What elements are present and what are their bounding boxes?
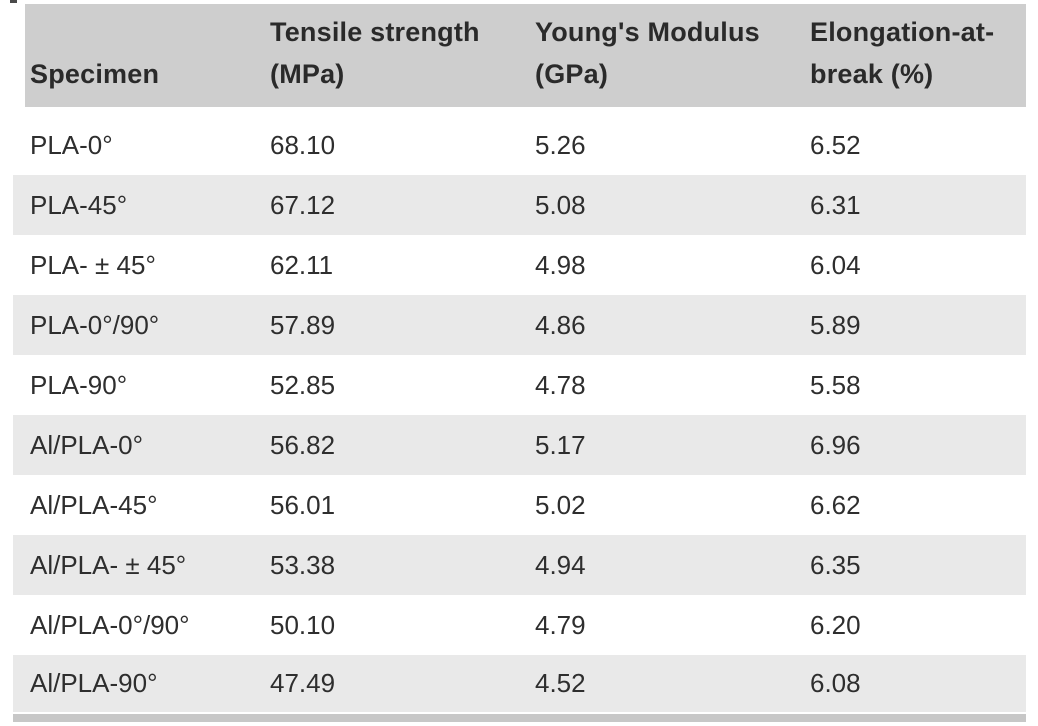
cell-specimen: PLA-0°/90° xyxy=(30,309,160,340)
cell-specimen: Al/PLA-0°/90° xyxy=(30,609,190,640)
cell-elongation-at-break: 6.20 xyxy=(810,609,861,640)
header-cell-elongation-at-break: Elongation-at- break (%) xyxy=(810,11,1026,95)
cell-elongation-at-break: 6.08 xyxy=(810,668,861,698)
cell-elongation-at-break: 5.58 xyxy=(810,369,861,400)
table-header-row: Specimen Tensile strength (MPa) Young's … xyxy=(13,4,1026,107)
table-row: Al/PLA-0° 56.82 5.17 6.96 xyxy=(13,415,1026,475)
cell-specimen: PLA-0° xyxy=(30,129,113,160)
table-row: Al/PLA-90° 47.49 4.52 6.08 xyxy=(13,655,1026,712)
cell-tensile-strength: 62.11 xyxy=(270,249,334,280)
table-row: PLA-45° 67.12 5.08 6.31 xyxy=(13,175,1026,235)
cell-specimen: Al/PLA-0° xyxy=(30,429,144,460)
cell-elongation-at-break: 6.31 xyxy=(810,189,861,220)
cell-elongation-at-break: 6.96 xyxy=(810,429,861,460)
cell-youngs-modulus: 4.78 xyxy=(535,369,586,400)
cell-specimen: PLA- ± 45° xyxy=(30,249,156,280)
table-row: PLA- ± 45° 62.11 4.98 6.04 xyxy=(13,235,1026,295)
header-label: Specimen xyxy=(30,59,160,89)
cell-youngs-modulus: 5.02 xyxy=(535,489,586,520)
cell-tensile-strength: 68.10 xyxy=(270,129,336,160)
cell-elongation-at-break: 6.35 xyxy=(810,549,861,580)
cell-elongation-at-break: 5.89 xyxy=(810,309,861,340)
cell-tensile-strength: 52.85 xyxy=(270,369,336,400)
cell-elongation-at-break: 6.04 xyxy=(810,249,861,280)
cell-specimen: Al/PLA-45° xyxy=(30,489,158,520)
table-row: PLA-0°/90° 57.89 4.86 5.89 xyxy=(13,295,1026,355)
cell-youngs-modulus: 5.26 xyxy=(535,129,586,160)
cell-tensile-strength: 53.38 xyxy=(270,549,336,580)
cell-tensile-strength: 50.10 xyxy=(270,609,336,640)
cell-tensile-strength: 57.89 xyxy=(270,309,336,340)
cell-youngs-modulus: 5.17 xyxy=(535,429,586,460)
cell-tensile-strength: 56.82 xyxy=(270,429,336,460)
header-cell-tensile-strength: Tensile strength (MPa) xyxy=(270,11,535,95)
table-row: PLA-0° 68.10 5.26 6.52 xyxy=(13,115,1026,175)
cell-youngs-modulus: 4.79 xyxy=(535,609,586,640)
header-label-line2: (MPa) xyxy=(270,59,345,89)
cell-youngs-modulus: 5.08 xyxy=(535,189,586,220)
table-body: PLA-0° 68.10 5.26 6.52 PLA-45° 67.12 5.0… xyxy=(13,115,1026,712)
cell-elongation-at-break: 6.62 xyxy=(810,489,861,520)
cell-specimen: PLA-90° xyxy=(30,369,128,400)
cell-youngs-modulus: 4.94 xyxy=(535,549,586,580)
cell-youngs-modulus: 4.98 xyxy=(535,249,586,280)
header-label-line1: Young's Modulus xyxy=(535,17,760,47)
top-edge-artifact xyxy=(10,0,17,3)
table-bottom-rule xyxy=(13,714,1026,722)
cell-specimen: Al/PLA- ± 45° xyxy=(30,549,187,580)
table-row: PLA-90° 52.85 4.78 5.58 xyxy=(13,355,1026,415)
table-row: Al/PLA-0°/90° 50.10 4.79 6.20 xyxy=(13,595,1026,655)
cell-elongation-at-break: 6.52 xyxy=(810,129,861,160)
table-row: Al/PLA-45° 56.01 5.02 6.62 xyxy=(13,475,1026,535)
cell-tensile-strength: 47.49 xyxy=(270,668,336,698)
header-cell-youngs-modulus: Young's Modulus (GPa) xyxy=(535,11,810,95)
header-label-line2: break (%) xyxy=(810,59,934,89)
cell-youngs-modulus: 4.86 xyxy=(535,309,586,340)
header-label-line1: Tensile strength xyxy=(270,17,480,47)
cell-tensile-strength: 67.12 xyxy=(270,189,336,220)
specimen-properties-table: Specimen Tensile strength (MPa) Young's … xyxy=(13,0,1026,726)
header-label-line2: (GPa) xyxy=(535,59,609,89)
header-cell-specimen: Specimen xyxy=(30,53,270,95)
table-row: Al/PLA- ± 45° 53.38 4.94 6.35 xyxy=(13,535,1026,595)
cell-specimen: Al/PLA-90° xyxy=(30,668,158,698)
cell-youngs-modulus: 4.52 xyxy=(535,668,586,698)
cell-specimen: PLA-45° xyxy=(30,189,128,220)
cell-tensile-strength: 56.01 xyxy=(270,489,336,520)
header-label-line1: Elongation-at- xyxy=(810,17,995,47)
table-header-background xyxy=(25,4,1026,107)
